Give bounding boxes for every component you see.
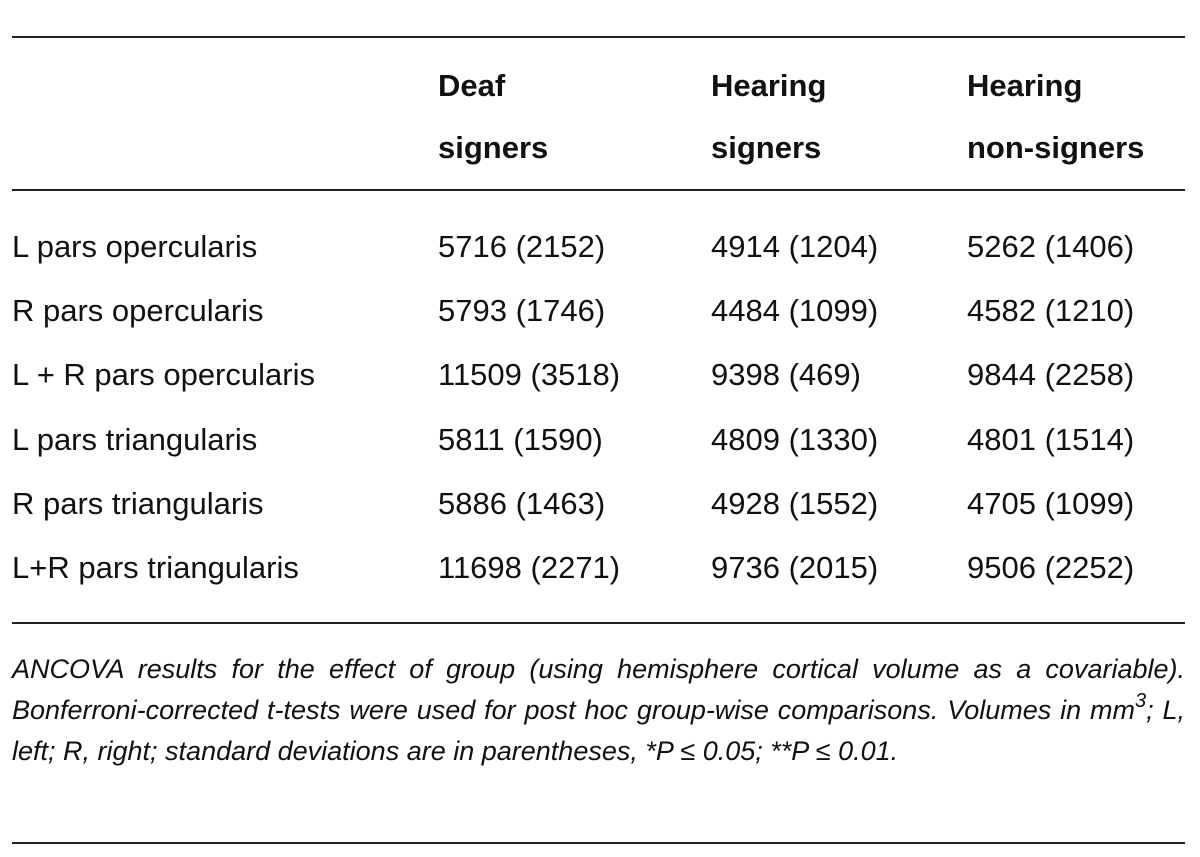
table-cell: 5262 (1406) bbox=[967, 229, 1135, 264]
table-cell: 4928 (1552) bbox=[711, 485, 879, 521]
column-header: non-signers bbox=[967, 130, 1145, 165]
note-text: ; L, left; R, right; standard deviations… bbox=[12, 695, 1185, 766]
bottom-rule bbox=[12, 842, 1185, 844]
row-label: L+R pars triangularis bbox=[12, 550, 299, 585]
table-cell: 4582 (1210) bbox=[967, 293, 1135, 329]
table-cell: 5793 (1746) bbox=[438, 293, 606, 329]
table-cell: 5716 (2152) bbox=[438, 229, 606, 264]
column-header: signers bbox=[711, 130, 822, 165]
column-header: Deaf bbox=[438, 68, 506, 103]
table-cell: 4809 (1330) bbox=[711, 421, 879, 457]
table-note: ANCOVA results for the effect of group (… bbox=[12, 649, 1185, 772]
table-cell: 9844 (2258) bbox=[967, 357, 1135, 393]
row-label: R pars opercularis bbox=[12, 293, 264, 329]
note-text: ANCOVA results for the effect of group (… bbox=[12, 654, 1185, 725]
table-cell: 9736 (2015) bbox=[711, 550, 879, 585]
note-superscript: 3 bbox=[1134, 690, 1147, 712]
table-cell: 5811 (1590) bbox=[438, 421, 603, 457]
table-cell: 9398 (469) bbox=[711, 357, 861, 393]
table-cell: 4914 (1204) bbox=[711, 229, 879, 264]
row-label: L pars triangularis bbox=[12, 421, 258, 457]
table-cell: 4705 (1099) bbox=[967, 485, 1135, 521]
column-header: Hearing bbox=[711, 68, 827, 103]
table-cell: 4484 (1099) bbox=[711, 293, 879, 329]
top-rule bbox=[12, 36, 1185, 38]
table-end-rule bbox=[12, 622, 1185, 624]
table-cell: 5886 (1463) bbox=[438, 485, 606, 521]
header-rule bbox=[12, 189, 1185, 191]
table-cell: 11509 (3518) bbox=[438, 357, 621, 393]
table-cell: 9506 (2252) bbox=[967, 550, 1135, 585]
table-cell: 4801 (1514) bbox=[967, 421, 1135, 457]
column-header: Hearing bbox=[967, 68, 1083, 103]
row-label: L pars opercularis bbox=[12, 229, 258, 264]
table-cell: 11698 (2271) bbox=[438, 550, 621, 585]
row-label: L + R pars opercularis bbox=[12, 357, 315, 393]
column-header: signers bbox=[438, 130, 549, 165]
row-label: R pars triangularis bbox=[12, 485, 264, 521]
